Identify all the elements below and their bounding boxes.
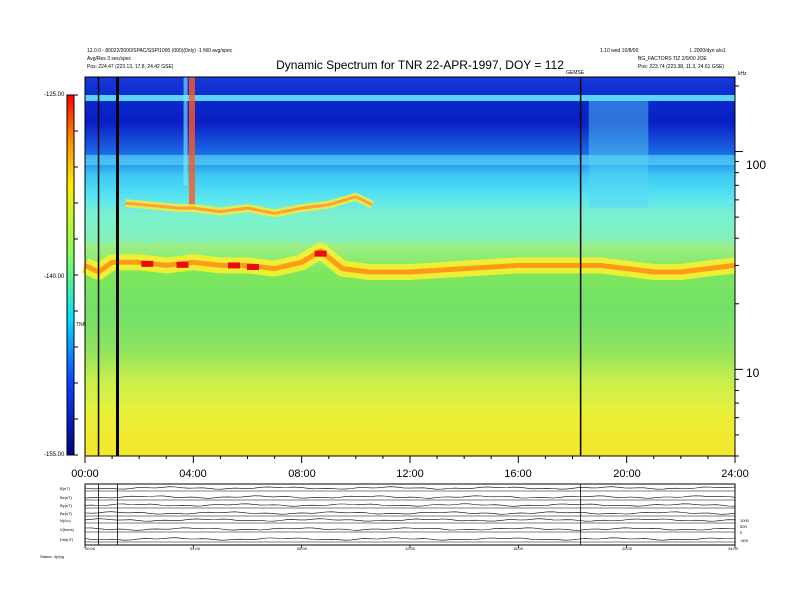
strip-trace-0 [84, 486, 736, 490]
plasma-hotspot-2 [227, 262, 240, 269]
strip-time-20: 20:00 [621, 546, 633, 551]
strip-frame [84, 483, 736, 546]
colorbar-tick-bottom: -155.00 [44, 452, 65, 458]
time-tick-08: 08:00 [288, 468, 316, 480]
time-tick-00: 00:00 [71, 468, 99, 480]
strip-trace-5 [84, 527, 736, 531]
time-tick-04: 04:00 [179, 468, 207, 480]
strip-label-bx: Bx(nT) [60, 495, 72, 500]
header-left-line2: Avg/Res 3 sec/spec [87, 56, 132, 62]
strip-label-dst: Dst(nT) [60, 537, 74, 542]
strip-time-08: 08:00 [296, 546, 308, 551]
header-left-line1: 12.0.0 - 80022/2000/SPAC/SSP/1000 (000)(… [87, 48, 233, 54]
marker-label: GEMSE [566, 70, 585, 76]
strip-trace-6 [84, 537, 736, 541]
strip-time-24: 24:00 [727, 546, 739, 551]
time-tick-24: 24:00 [721, 468, 749, 480]
cyan-zone [85, 217, 735, 244]
time-tick-20: 20:00 [613, 468, 641, 480]
strip-time-00: 00:00 [84, 546, 96, 551]
cyan-band-mid [85, 155, 735, 165]
colorbar-tick-top: -125.00 [44, 92, 65, 98]
plasma-hotspot-1 [176, 261, 189, 268]
colorbar-fill [67, 95, 74, 455]
strip-label-by: By(nT) [60, 503, 72, 508]
status-footer: Status: 4(x)tg [40, 554, 64, 559]
strip-right-tick-0: 0 [740, 530, 743, 535]
yellow-band-bottom [85, 436, 735, 456]
plasma-hotspot-0 [141, 260, 154, 267]
header-right-corner: L 2000/dyn a/o1 [690, 48, 726, 54]
cyan-band-top [85, 95, 735, 101]
plasma-hotspot-3 [246, 264, 259, 271]
header-right-line2: BG_FACTORS TIZ 2/9/00 JOE [638, 56, 707, 62]
header-right-line3: Pos: 223.74 (223.38, 11.3, 24.61 GSE) [638, 64, 725, 70]
burst-streak-cyan [183, 77, 188, 186]
strip-trace-3 [84, 511, 736, 515]
colorbar-title: TNR [76, 322, 87, 328]
strip-right-tick-neg500: -500 [740, 538, 749, 543]
chart-title: Dynamic Spectrum for TNR 22-APR-1997, DO… [276, 58, 564, 72]
khz-label: kHz [738, 71, 747, 77]
strip-label-n: N(/cc) [60, 518, 71, 523]
strip-right-tick-500: 500 [740, 524, 747, 529]
strip-trace-1 [84, 495, 736, 499]
freq-tick-10: 10 [746, 366, 760, 380]
plasma-line-core [83, 248, 736, 275]
freq-tick-100: 100 [746, 158, 767, 172]
header-left-line3: Pos: 224.47 (223.13, 17.8, 24.42 GSE) [87, 64, 174, 70]
time-tick-12: 12:00 [396, 468, 424, 480]
strip-label-v: V(km/s) [60, 527, 74, 532]
strip-time-16: 16:00 [512, 546, 524, 551]
strip-label-b: B(nT) [60, 486, 70, 491]
strip-trace-2 [84, 503, 736, 507]
strip-label-bz: Bz(nT) [60, 511, 72, 516]
strip-time-04: 04:00 [189, 546, 201, 551]
yellow-band-lower [85, 396, 735, 402]
header-right-line1: 1.10 wed 10/8/00 [600, 48, 639, 54]
strip-trace-4 [84, 518, 736, 522]
strip-time-12: 12:00 [404, 546, 416, 551]
post-marker-region [588, 101, 649, 209]
time-tick-16: 16:00 [504, 468, 532, 480]
colorbar-tick-mid: -140.00 [44, 274, 65, 280]
burst-streak [188, 77, 195, 209]
plasma-hotspot-4 [314, 250, 327, 257]
strip-right-tick-1000: 1000 [740, 518, 749, 523]
upper-band-core [125, 195, 373, 215]
